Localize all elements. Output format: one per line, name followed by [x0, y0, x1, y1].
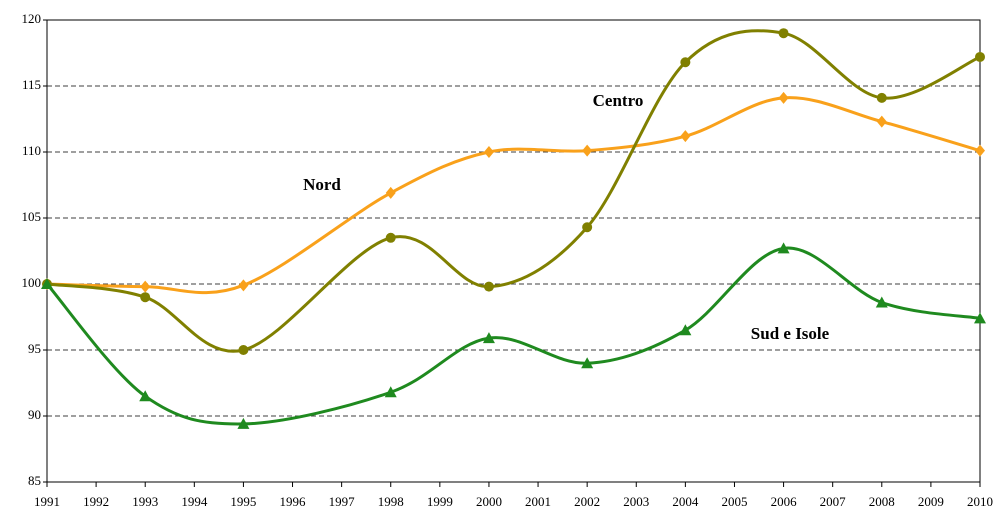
marker: [582, 222, 593, 233]
series-line: [46, 29, 981, 353]
y-tick-label: 90: [28, 407, 41, 422]
series-label: Sud e Isole: [751, 324, 830, 343]
marker: [238, 345, 249, 355]
y-tick-label: 105: [22, 209, 42, 224]
x-tick-label: 2003: [623, 494, 649, 509]
x-tick-label: 2000: [476, 494, 502, 509]
marker: [482, 332, 495, 344]
marker: [876, 92, 887, 103]
x-tick-label: 1993: [132, 494, 158, 509]
marker: [974, 312, 986, 324]
plot-frame: [46, 19, 981, 483]
marker: [778, 28, 789, 39]
marker: [140, 292, 151, 303]
marker: [237, 417, 250, 429]
marker: [582, 144, 593, 157]
marker: [385, 186, 396, 199]
x-tick-label: 1995: [230, 494, 256, 509]
series-label: Nord: [303, 175, 341, 194]
x-tick-label: 1992: [83, 494, 109, 509]
marker: [975, 144, 985, 157]
x-tick-label: 1997: [329, 494, 356, 509]
marker: [679, 324, 692, 336]
x-tick-label: 1991: [34, 494, 60, 509]
marker: [875, 296, 888, 308]
marker: [140, 280, 151, 293]
marker: [385, 232, 396, 243]
x-tick-label: 2005: [721, 494, 747, 509]
marker: [139, 390, 152, 402]
x-tick-label: 1998: [378, 494, 404, 509]
x-tick-label: 2008: [869, 494, 895, 509]
x-tick-label: 2001: [525, 494, 551, 509]
series-line: [46, 96, 981, 295]
x-tick-label: 2002: [574, 494, 600, 509]
x-tick-label: 1994: [181, 494, 208, 509]
marker: [483, 146, 494, 158]
marker: [483, 281, 494, 292]
marker: [384, 386, 397, 398]
y-tick-label: 100: [22, 275, 42, 290]
y-tick-label: 110: [22, 143, 41, 158]
marker: [778, 91, 789, 104]
marker: [876, 115, 887, 128]
x-tick-label: 1996: [280, 494, 307, 509]
marker: [975, 51, 985, 62]
x-tick-label: 1999: [427, 494, 453, 509]
y-tick-label: 115: [22, 77, 41, 92]
marker: [777, 242, 790, 254]
marker: [41, 278, 53, 289]
x-tick-label: 2009: [918, 494, 944, 509]
marker: [680, 130, 691, 143]
x-tick-label: 2004: [672, 494, 699, 509]
x-tick-label: 2007: [820, 494, 847, 509]
y-tick-label: 95: [28, 341, 41, 356]
series-label: Centro: [593, 91, 644, 110]
y-tick-label: 85: [28, 473, 41, 488]
x-tick-label: 2010: [967, 494, 993, 509]
marker: [680, 57, 691, 68]
y-tick-label: 120: [22, 11, 42, 26]
marker: [238, 279, 249, 292]
x-tick-label: 2006: [771, 494, 798, 509]
marker: [581, 357, 594, 369]
series-line: [45, 246, 981, 426]
